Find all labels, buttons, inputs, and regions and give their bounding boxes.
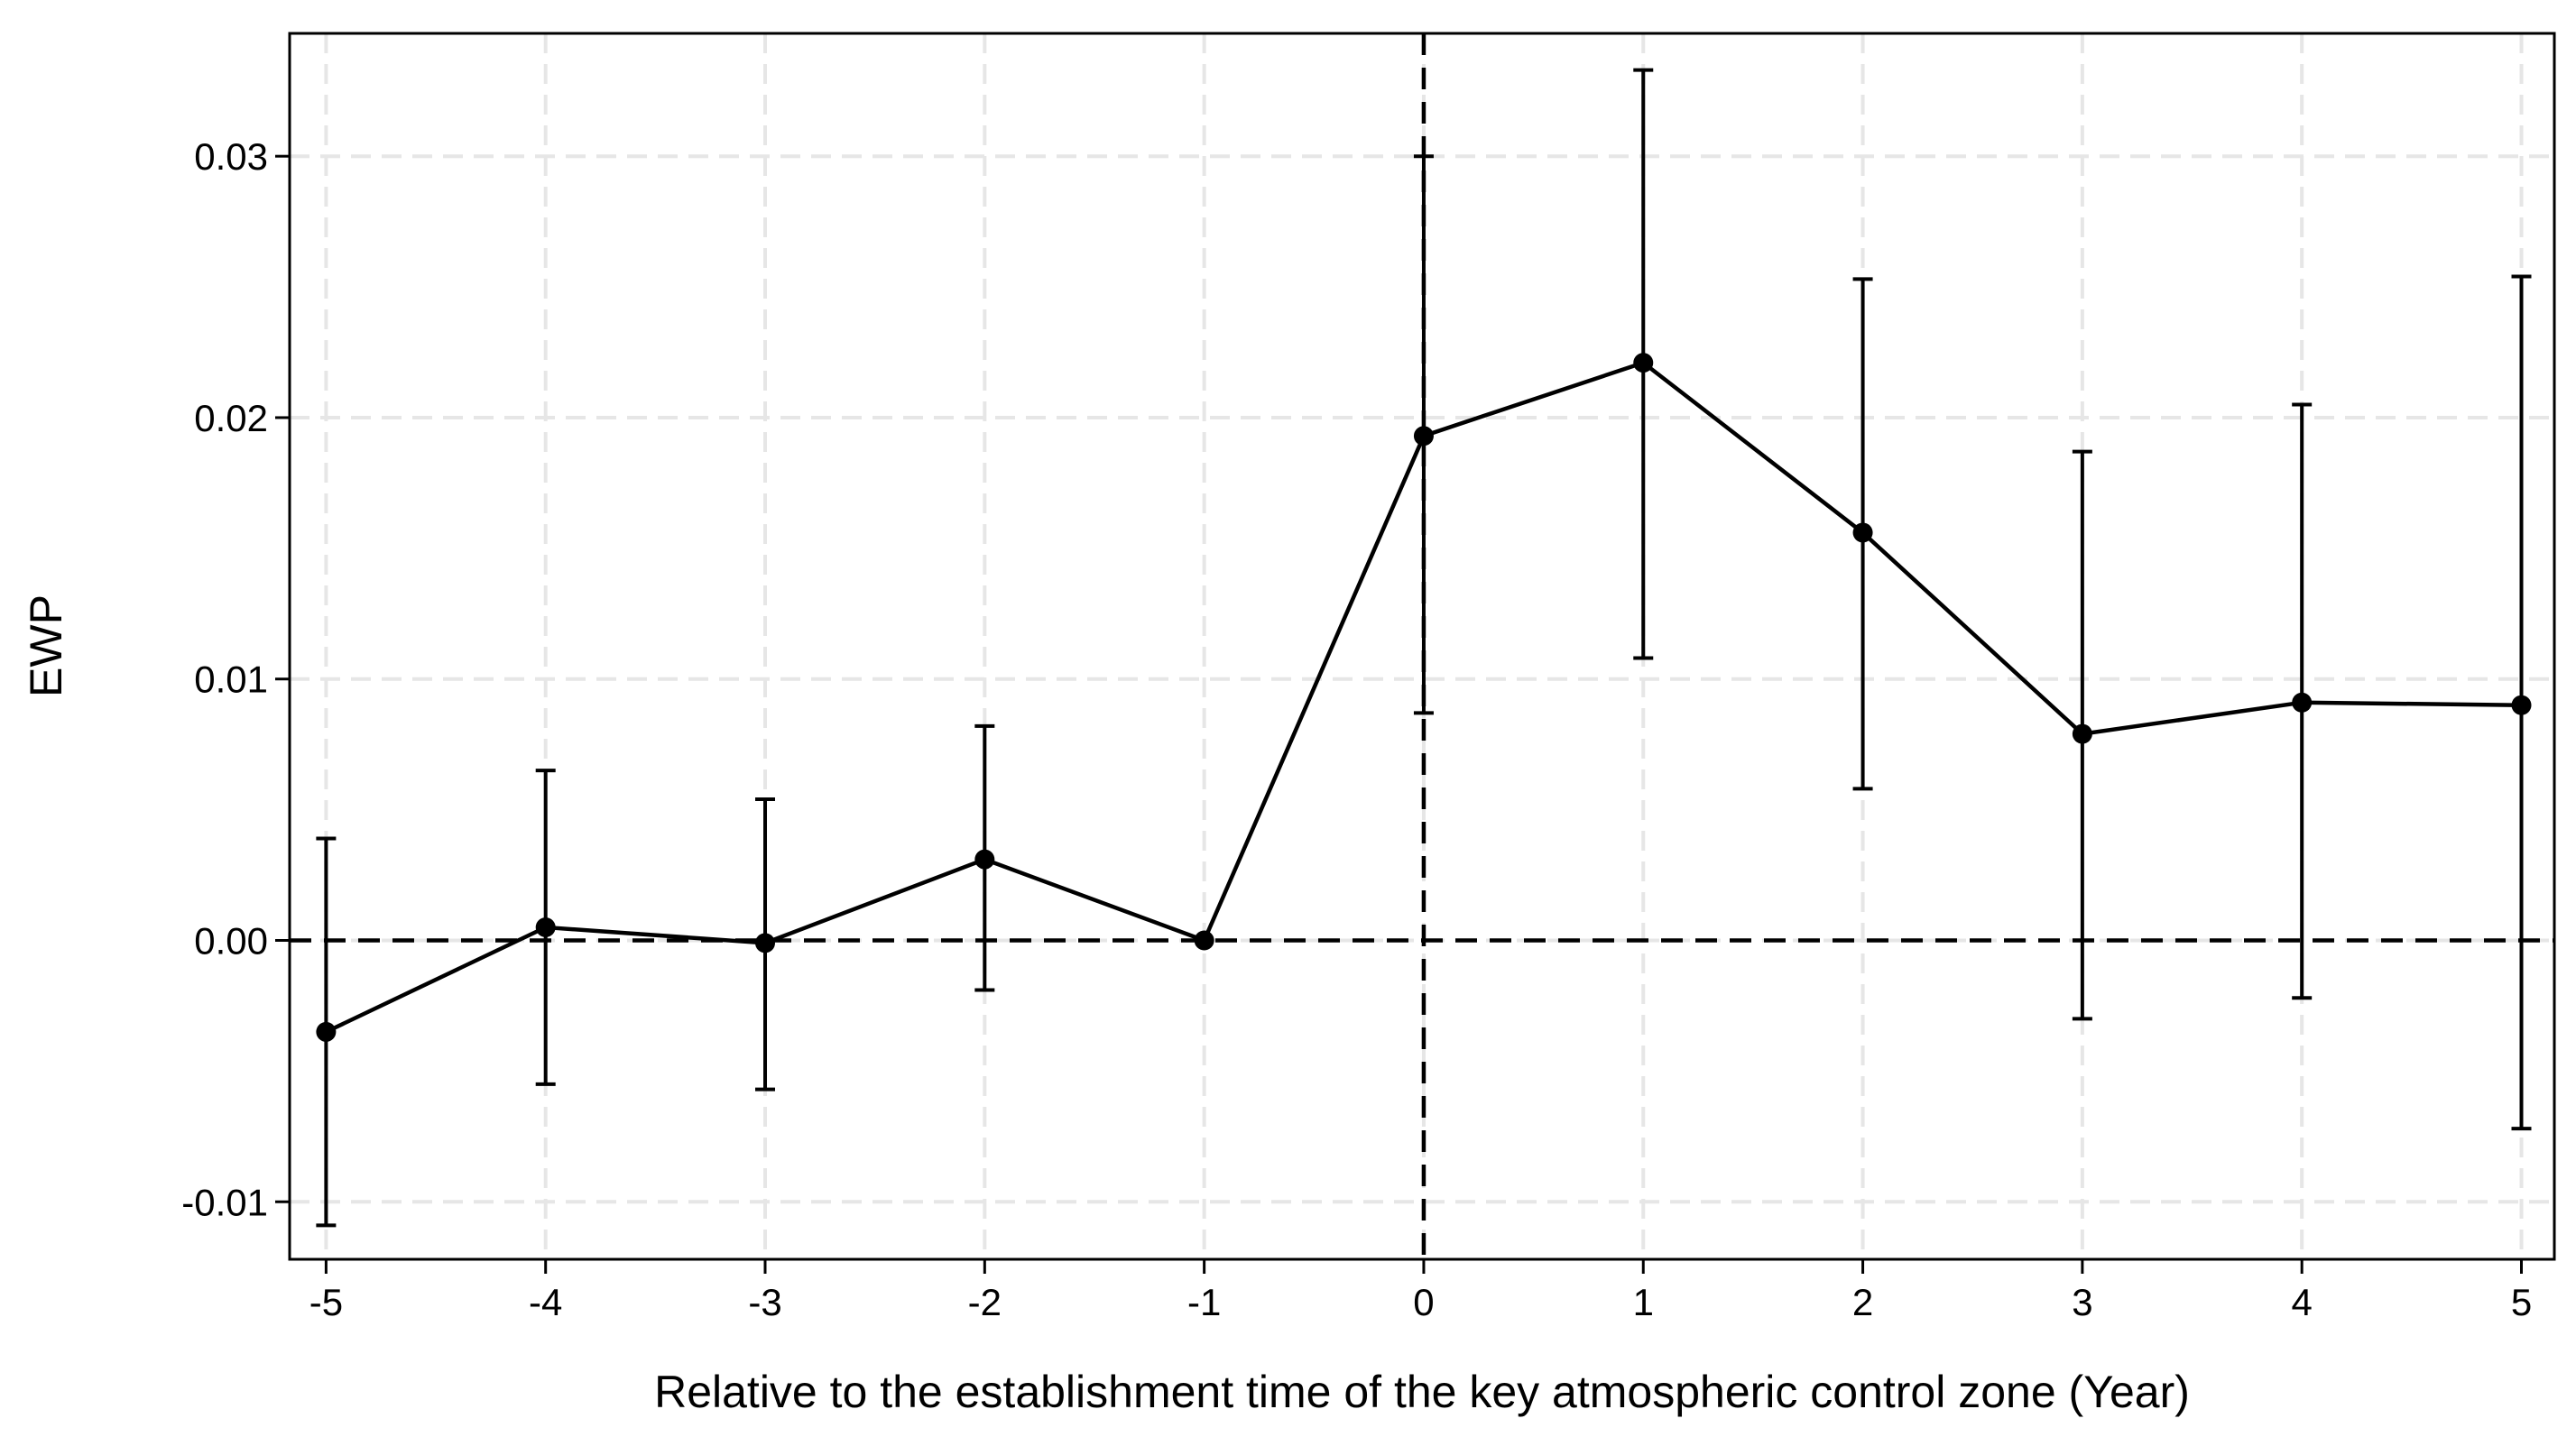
plot-frame <box>288 32 2556 1261</box>
y-tick-label: 0.01 <box>194 659 268 701</box>
x-tick-label: -2 <box>968 1281 1002 1323</box>
data-point <box>1852 522 1873 543</box>
y-tick-label: -0.01 <box>181 1181 268 1223</box>
x-tick-label: 1 <box>1633 1281 1654 1323</box>
data-point <box>2511 695 2532 715</box>
data-point <box>755 933 776 953</box>
y-tick-label: 0.00 <box>194 919 268 962</box>
y-axis-title: EWP <box>21 594 71 697</box>
x-tick-label: 4 <box>2292 1281 2313 1323</box>
data-point <box>974 849 995 870</box>
data-point <box>1194 930 1214 951</box>
x-tick-label: 0 <box>1413 1281 1434 1323</box>
y-tick-label: 0.03 <box>194 135 268 178</box>
data-point <box>535 917 556 937</box>
x-axis-title: Relative to the establishment time of th… <box>654 1367 2190 1417</box>
data-point <box>2292 692 2313 713</box>
y-tick-label: 0.02 <box>194 397 268 439</box>
x-tick-label: -4 <box>529 1281 562 1323</box>
x-tick-label: 2 <box>1852 1281 1873 1323</box>
data-point <box>1633 353 1654 373</box>
x-tick-label: -1 <box>1187 1281 1221 1323</box>
x-tick-label: -3 <box>748 1281 781 1323</box>
data-point <box>316 1021 337 1042</box>
x-tick-label: 3 <box>2072 1281 2092 1323</box>
x-tick-label: -5 <box>309 1281 343 1323</box>
data-point <box>2072 723 2092 744</box>
x-tick-label: 5 <box>2511 1281 2532 1323</box>
data-point <box>1413 426 1434 447</box>
